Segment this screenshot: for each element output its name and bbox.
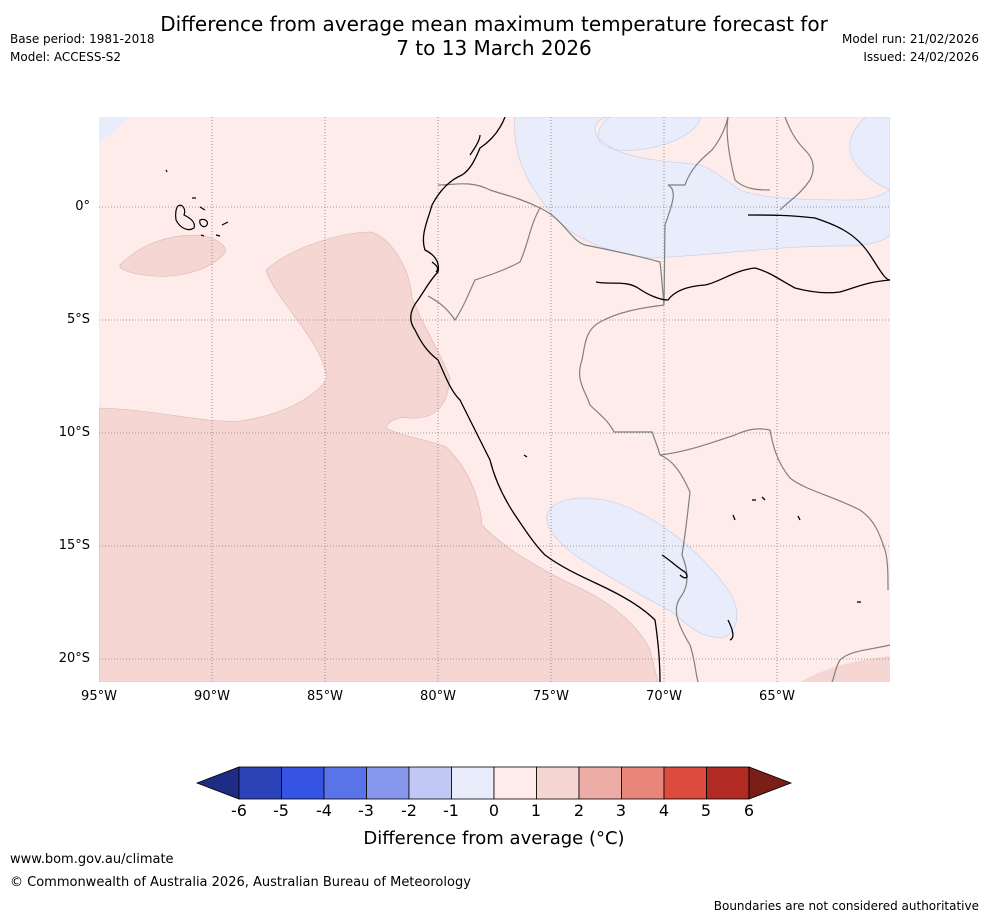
colorbar-tick-m6: -6 [231,801,247,820]
river-negro [747,214,890,281]
colorbar-extend-high [748,766,793,800]
issued-date: Issued: 24/02/2026 [863,50,979,64]
coast-caribbean [469,134,481,156]
colorbar-tick-m2: -2 [401,801,417,820]
colorbar-swatch [578,766,622,800]
footer-url: www.bom.gov.au/climate [10,852,174,867]
model-name: Model: ACCESS-S2 [10,50,122,64]
coast-pacific [410,117,661,682]
lake-titicaca [661,554,688,579]
isabela-island [175,204,195,231]
lon-label-90w: 90°W [194,689,230,704]
colorbar-swatch [366,766,410,800]
footer-copyright: © Commonwealth of Australia 2026, Austra… [10,875,471,890]
region-anomaly-m1-0-amazon [514,117,890,259]
colorbar-tick-m4: -4 [316,801,332,820]
border-guyana [726,117,771,191]
colorbar-swatch [238,766,282,800]
lon-label-75w: 75°W [533,689,569,704]
border-brazil-bolivia [659,428,889,591]
lon-label-85w: 85°W [307,689,343,704]
colorbar-tick-2: 2 [573,801,585,820]
colorbar-tick-m3: -3 [358,801,374,820]
lon-label-95w: 95°W [81,689,117,704]
graticule [99,117,890,682]
title-line-2: 7 to 13 March 2026 [396,36,592,60]
colorbar-tick-4: 4 [658,801,670,820]
lat-label-15s: 15°S [58,538,90,553]
border-paraguay [831,644,890,682]
meta-left: Base period: 1981-2018 Model: ACCESS-S2 [10,30,155,66]
border-colombia-ecuador [437,183,541,209]
lon-label-70w: 70°W [646,689,682,704]
culpepper-island [165,169,168,173]
region-anomaly-m1-0-northwest [99,117,128,143]
coastlines [410,117,890,682]
lat-label-0: 0° [75,199,90,214]
colorbar-swatch [451,766,495,800]
colorbar-swatch [408,766,452,800]
region-anomaly-m1-0-altiplano [546,497,737,638]
coast-gulf-guayaquil [431,261,439,273]
colorbar-extend-low [195,766,240,800]
lat-label-10s: 10°S [58,425,90,440]
lon-label-65w: 65°W [759,689,795,704]
border-peru-bolivia [659,454,691,556]
river-mamore-1 [727,619,734,641]
region-anomaly-1-2-southeast [800,656,890,682]
border-colombia-peru [539,207,665,306]
colorbar-tick-m1: -1 [443,801,459,820]
san-cristobal-island [221,221,229,226]
lat-label-5s: 5°S [66,312,90,327]
meta-right: Model run: 21/02/2026 Issued: 24/02/2026 [842,30,979,66]
footer-disclaimer: Boundaries are not considered authoritat… [713,899,979,913]
river-amazon [595,267,890,301]
espanola-island [215,234,221,237]
base-period: Base period: 1981-2018 [10,32,155,46]
colorbar-swatch [281,766,325,800]
colorbar-swatch [663,766,707,800]
colorbar-tick-1: 1 [530,801,542,820]
colorbar-tick-6: 6 [743,801,755,820]
santiago-island [199,206,206,211]
colorbar-tick-5: 5 [700,801,712,820]
region-anomaly-1-2-ocean [99,231,659,682]
country-borders [427,117,890,682]
lake-amazon-2 [761,496,766,501]
border-venezuela-north [779,117,814,211]
region-anomaly-1-2-galapagos [119,235,226,277]
galapagos-islands [165,169,229,237]
colorbar-swatch [536,766,580,800]
colorbar-label: Difference from average (°C) [363,828,625,849]
lake-amazon-3 [732,514,736,521]
colorbar-swatch [493,766,537,800]
border-ecuador-peru [427,207,541,322]
colorbar-tick-3: 3 [615,801,627,820]
floreana-island [200,234,205,237]
colorbar-swatch [706,766,750,800]
lon-label-80w: 80°W [420,689,456,704]
santa-cruz-island [199,218,209,228]
border-peru-brazil [578,304,665,456]
colorbar-tick-m5: -5 [273,801,289,820]
model-run: Model run: 21/02/2026 [841,32,979,46]
lake-amazon-4 [797,515,801,521]
colorbar-tick-0: 0 [488,801,500,820]
chart-title: Difference from average mean maximum tem… [0,12,988,60]
border-colombia-venezuela-brazil [663,117,729,306]
title-line-1: Difference from average mean maximum tem… [160,12,828,36]
colorbar-swatch [323,766,367,800]
lake-peru [523,454,528,458]
lat-label-20s: 20°S [58,651,90,666]
colorbar-swatch [621,766,665,800]
